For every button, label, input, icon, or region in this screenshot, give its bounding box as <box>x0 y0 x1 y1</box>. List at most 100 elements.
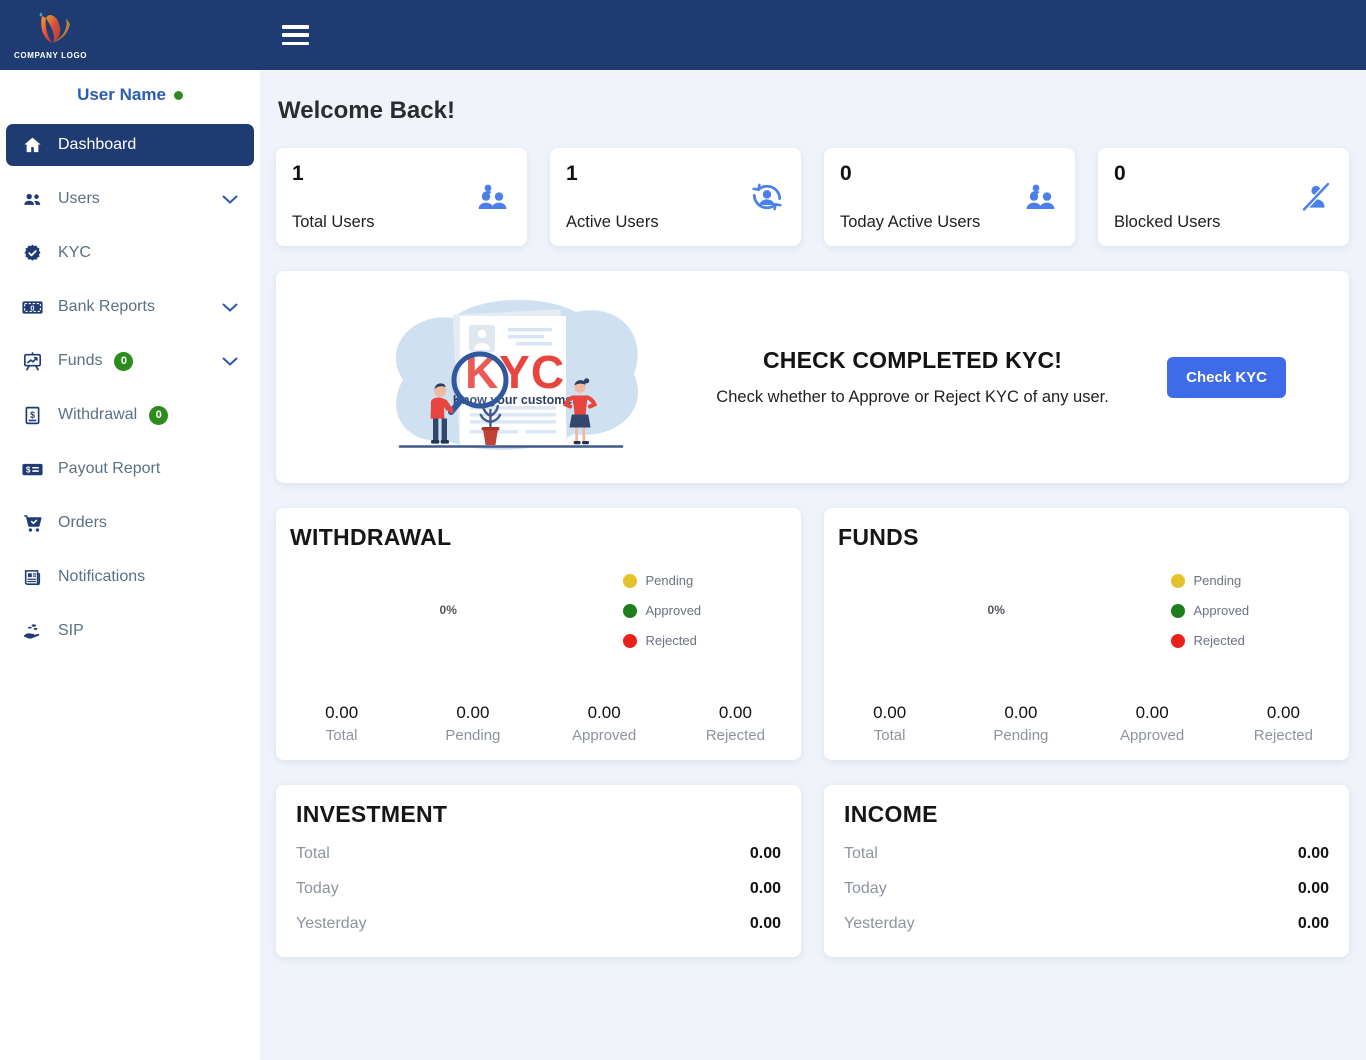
stat-value: 1 <box>566 162 578 185</box>
withdrawal-donut-chart: 0% Pending Approved Rejected <box>276 551 801 681</box>
kyc-heading: CHECK COMPLETED KYC! <box>762 347 1063 373</box>
stat-value: 0.00 <box>325 703 359 722</box>
newspaper-icon <box>20 565 44 589</box>
stat-label: Total <box>325 727 358 744</box>
legend-label: Pending <box>645 573 694 588</box>
stat-card-active-users[interactable]: 1 Active Users <box>550 148 801 246</box>
row-label: Total <box>844 845 878 862</box>
stat-label: Approved <box>572 727 637 744</box>
row-value: 0.00 <box>1297 915 1329 932</box>
sidebar-item-label: Withdrawal <box>58 406 138 423</box>
withdrawal-count-badge: 0 <box>149 405 169 425</box>
sidebar-item-notifications[interactable]: Notifications <box>6 556 254 598</box>
summary-title: INCOME <box>844 801 938 827</box>
legend-label: Approved <box>645 603 702 618</box>
hand-coins-icon <box>20 619 44 643</box>
main-content: Welcome Back! 1 Total Users 1 Active Use… <box>260 70 1366 1060</box>
chart-stat-total: 0.00 Total <box>276 703 407 744</box>
chevron-down-icon[interactable] <box>222 195 238 204</box>
sidebar-item-orders[interactable]: Orders <box>6 502 254 544</box>
sidebar-item-withdrawal[interactable]: $ Withdrawal 0 <box>6 394 254 436</box>
approved-dot-icon <box>622 603 637 618</box>
topbar: COMPANY LOGO <box>0 0 1366 70</box>
chart-stat-pending: 0.00 Pending <box>955 703 1086 744</box>
stat-value: 0.00 <box>1135 703 1169 722</box>
income-card: INCOME Total 0.00 Today 0.00 Yesterday 0… <box>824 785 1349 957</box>
row-label: Today <box>844 880 887 897</box>
chart-legend: Pending Approved Rejected <box>622 573 702 648</box>
chart-title: WITHDRAWAL <box>290 524 452 550</box>
chevron-down-icon[interactable] <box>222 357 238 366</box>
stat-value: 0 <box>1114 162 1126 185</box>
cart-check-icon <box>20 511 44 535</box>
row-value: 0.00 <box>1297 845 1329 862</box>
legend-item-rejected[interactable]: Rejected <box>1170 633 1250 648</box>
stat-value: 0.00 <box>873 703 907 722</box>
stat-value: 0.00 <box>1004 703 1038 722</box>
sidebar-item-label: Notifications <box>58 568 146 585</box>
chart-title: FUNDS <box>838 524 919 550</box>
users-group-icon <box>1026 184 1055 209</box>
legend-item-approved[interactable]: Approved <box>622 603 702 618</box>
legend-item-rejected[interactable]: Rejected <box>622 633 702 648</box>
row-label: Today <box>296 880 339 897</box>
sidebar-item-label: Users <box>58 190 100 207</box>
stat-label: Approved <box>1120 727 1185 744</box>
summary-row-yesterday: Yesterday 0.00 <box>844 915 1329 933</box>
sidebar-item-dashboard[interactable]: Dashboard <box>6 124 254 166</box>
stat-value: 0.00 <box>1266 703 1300 722</box>
home-icon <box>20 133 44 157</box>
summary-row-yesterday: Yesterday 0.00 <box>296 915 781 933</box>
logo-text: COMPANY LOGO <box>14 51 88 60</box>
legend-item-pending[interactable]: Pending <box>1170 573 1250 588</box>
funds-chart-card: FUNDS 0% Pending Approved <box>824 508 1349 760</box>
funds-donut-chart: 0% Pending Approved Rejected <box>824 551 1349 681</box>
stat-card-today-active-users[interactable]: 0 Today Active Users <box>824 148 1075 246</box>
sidebar-item-sip[interactable]: SIP <box>6 610 254 652</box>
legend-item-pending[interactable]: Pending <box>622 573 702 588</box>
stat-label: Blocked Users <box>1114 213 1221 231</box>
row-value: 0.00 <box>749 880 781 897</box>
sidebar-item-bank-reports[interactable]: 0 Bank Reports <box>6 286 254 328</box>
sidebar-item-label: Bank Reports <box>58 298 155 315</box>
stat-label: Total <box>873 727 906 744</box>
chart-stat-rejected: 0.00 Rejected <box>670 703 801 744</box>
check-kyc-button[interactable]: Check KYC <box>1167 356 1286 398</box>
stat-label: Pending <box>993 727 1049 744</box>
company-logo: COMPANY LOGO <box>0 0 260 70</box>
stat-card-total-users[interactable]: 1 Total Users <box>276 148 527 246</box>
summary-row-total: Total 0.00 <box>844 845 1329 863</box>
online-status-dot <box>173 90 183 100</box>
summary-cards-row: INVESTMENT Total 0.00 Today 0.00 Yesterd… <box>276 785 1349 957</box>
stat-cards-row: 1 Total Users 1 Active Users <box>276 148 1349 246</box>
row-value: 0.00 <box>749 915 781 932</box>
summary-row-total: Total 0.00 <box>296 845 781 863</box>
chart-stat-rejected: 0.00 Rejected <box>1218 703 1349 744</box>
withdrawal-chart-card: WITHDRAWAL 0% Pending Approved <box>276 508 801 760</box>
donut-percentage-label: 0% <box>987 603 1005 617</box>
chevron-down-icon[interactable] <box>222 303 238 312</box>
rejected-dot-icon <box>1170 633 1185 648</box>
legend-item-approved[interactable]: Approved <box>1170 603 1249 618</box>
stat-card-blocked-users[interactable]: 0 Blocked Users <box>1098 148 1349 246</box>
sidebar-item-funds[interactable]: Funds 0 <box>6 340 254 382</box>
approved-dot-icon <box>1170 603 1185 618</box>
feather-logo-icon <box>39 12 70 43</box>
user-profile[interactable]: User Name <box>0 70 260 120</box>
row-value: 0.00 <box>1297 880 1329 897</box>
invoice-dollar-icon: $ <box>20 403 44 427</box>
summary-title: INVESTMENT <box>296 801 448 827</box>
sidebar-item-label: Payout Report <box>58 460 161 477</box>
users-group-icon <box>478 184 507 209</box>
sidebar-item-payout-report[interactable]: $ Payout Report <box>6 448 254 490</box>
money-bill-icon: 0 <box>20 295 44 319</box>
stat-value: 0 <box>840 162 852 185</box>
stat-value: 0.00 <box>587 703 621 722</box>
chart-stat-pending: 0.00 Pending <box>407 703 538 744</box>
chart-stat-approved: 0.00 Approved <box>539 703 670 744</box>
hamburger-menu-icon[interactable] <box>282 25 309 45</box>
sidebar-item-users[interactable]: Users <box>6 178 254 220</box>
sidebar-item-label: Orders <box>58 514 107 531</box>
sidebar-item-kyc[interactable]: KYC <box>6 232 254 274</box>
sidebar: User Name Dashboard Use <box>0 70 260 1060</box>
